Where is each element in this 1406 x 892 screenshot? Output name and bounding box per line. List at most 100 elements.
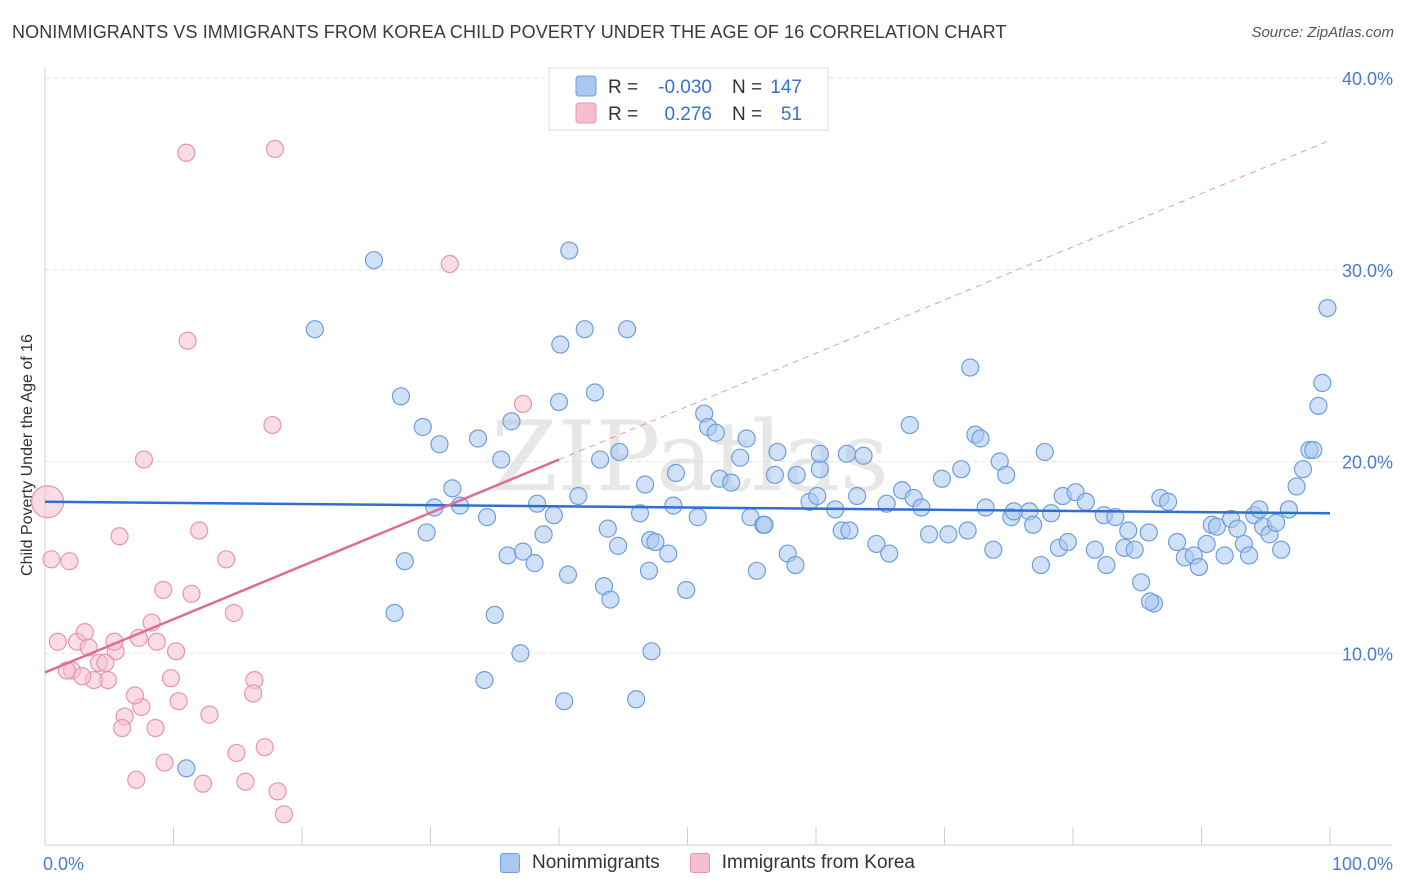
- nonimmigrants-point-65: [867, 534, 886, 554]
- korea-point-7: [190, 521, 209, 540]
- nonimmigrants-point-28: [598, 519, 617, 538]
- bottom-legend-label-1: Nonimmigrants: [532, 852, 660, 873]
- nonimmigrants-point-64: [854, 446, 873, 465]
- nonimmigrants-point-91: [1058, 532, 1077, 552]
- korea-point-5: [513, 394, 533, 414]
- korea-point-6: [134, 450, 154, 469]
- y-tick-label-2: 30.0%: [1342, 261, 1393, 281]
- nonimmigrants-point-67: [880, 544, 899, 563]
- nonimmigrants-point-116: [1239, 546, 1259, 565]
- nonimmigrants-point-73: [939, 525, 958, 544]
- korea-point-34: [146, 718, 165, 738]
- nonimmigrants-point-124: [1287, 477, 1306, 496]
- nonimmigrants-point-96: [1106, 508, 1125, 527]
- nonimmigrants-point-98: [1119, 521, 1138, 540]
- legend-r-label-1: R =: [608, 77, 638, 98]
- nonimmigrants-point-85: [1024, 515, 1043, 534]
- nonimmigrants-point-39: [666, 463, 686, 483]
- trend-lines: [44, 139, 1331, 674]
- nonimmigrants-point-137: [475, 670, 494, 690]
- nonimmigrants-point-75: [958, 521, 977, 540]
- korea-point-37: [127, 770, 146, 789]
- korea-point-2: [440, 254, 459, 274]
- korea-point-11: [60, 552, 79, 571]
- korea-point-13: [48, 632, 67, 651]
- nonimmigrants-point-99: [1125, 540, 1144, 559]
- korea-point-1: [265, 139, 285, 159]
- nonimmigrants-point-79: [984, 540, 1003, 559]
- nonimmigrants-point-136: [511, 644, 530, 663]
- nonimmigrants-point-77: [971, 429, 990, 448]
- nonimmigrants-point-41: [688, 508, 707, 527]
- korea-point-3: [178, 331, 197, 350]
- korea-point-10: [42, 550, 61, 569]
- immigrants-korea-points: [30, 139, 533, 824]
- korea-point-27: [224, 603, 243, 623]
- korea-point-9: [217, 550, 236, 569]
- nonimmigrants-point-40: [677, 580, 696, 600]
- nonimmigrants-point-108: [1189, 557, 1209, 577]
- korea-point-36: [161, 669, 181, 688]
- nonimmigrants-point-22: [549, 392, 569, 412]
- nonimmigrants-point-33: [630, 504, 650, 523]
- nonimmigrants-point-17: [513, 542, 533, 561]
- nonimmigrants-point-18: [525, 554, 544, 573]
- nonimmigrants-point-52: [765, 465, 784, 485]
- nonimmigrants-point-88: [1042, 504, 1061, 523]
- nonimmigrants-point-125: [1293, 460, 1313, 479]
- nonimmigrants-point-135: [601, 590, 620, 609]
- nonimmigrants-point-13: [477, 508, 497, 527]
- nonimmigrants-point-14: [492, 450, 511, 469]
- korea-point-49: [147, 632, 166, 651]
- nonimmigrants-point-63: [848, 486, 867, 506]
- nonimmigrants-point-122: [1272, 540, 1291, 559]
- nonimmigrants-point-94: [1085, 540, 1104, 559]
- nonimmigrants-point-143: [900, 415, 919, 435]
- korea-point-23: [154, 580, 173, 600]
- nonimmigrants-point-48: [737, 429, 756, 448]
- legend-swatch-nonimmigrants: [575, 75, 597, 97]
- nonimmigrants-point-31: [609, 536, 628, 555]
- legend-n-value-1: 147: [770, 77, 802, 98]
- korea-point-15: [75, 623, 94, 642]
- legend-n-label-1: N =: [732, 77, 762, 98]
- nonimmigrants-point-10: [443, 479, 462, 498]
- nonimmigrants-point-145: [787, 465, 806, 485]
- nonimmigrants-point-86: [1031, 555, 1050, 575]
- nonimmigrants-point-130: [1318, 299, 1337, 318]
- korea-trend-line: [44, 458, 560, 674]
- nonimmigrants-point-144: [961, 358, 980, 377]
- nonimmigrants-point-1: [305, 320, 324, 339]
- korea-point-50: [169, 692, 188, 711]
- nonimmigrants-point-142: [385, 603, 404, 623]
- nonimmigrants-point-62: [840, 521, 859, 540]
- nonimmigrants-point-20: [544, 506, 563, 525]
- y-tick-label-0: 10.0%: [1342, 644, 1393, 664]
- nonimmigrants-point-27: [591, 450, 610, 469]
- nonimmigrants-point-133: [534, 525, 553, 544]
- legend-n-value-2: 51: [781, 104, 802, 125]
- korea-point-39: [227, 743, 246, 763]
- legend-r-value-2: 0.276: [664, 104, 712, 125]
- nonimmigrants-point-147: [1140, 592, 1160, 611]
- nonimmigrants-points: [177, 241, 1337, 778]
- nonimmigrants-point-66: [877, 494, 896, 513]
- nonimmigrants-point-71: [919, 525, 939, 544]
- nonimmigrants-point-114: [1228, 519, 1247, 538]
- legend-r-value-1: -0.030: [658, 77, 712, 98]
- chart-title: NONIMMIGRANTS VS IMMIGRANTS FROM KOREA C…: [12, 22, 1007, 42]
- nonimmigrants-point-26: [585, 383, 605, 402]
- nonimmigrants-point-128: [1309, 396, 1328, 415]
- nonimmigrants-point-146: [1097, 555, 1116, 575]
- nonimmigrants-point-132: [646, 532, 665, 552]
- nonimmigrants-point-6: [417, 523, 436, 542]
- legend-swatch-korea: [575, 102, 597, 124]
- korea-point-24: [166, 642, 186, 661]
- nonimmigrants-point-37: [659, 544, 678, 563]
- nonimmigrants-point-34: [635, 475, 655, 494]
- nonimmigrants-point-101: [1139, 523, 1158, 542]
- korea-point-26: [200, 705, 219, 724]
- nonimmigrants-point-100: [1132, 573, 1151, 592]
- nonimmigrants-point-131: [810, 444, 829, 463]
